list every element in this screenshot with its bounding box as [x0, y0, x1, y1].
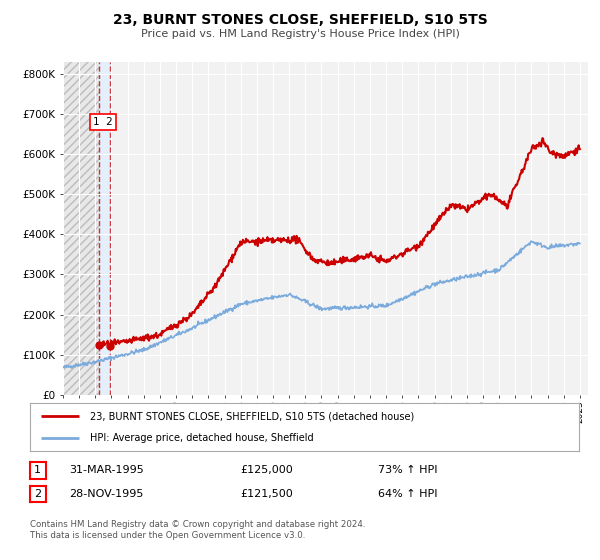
- Text: 1  2: 1 2: [93, 117, 113, 127]
- Text: This data is licensed under the Open Government Licence v3.0.: This data is licensed under the Open Gov…: [30, 531, 305, 540]
- Text: 64% ↑ HPI: 64% ↑ HPI: [378, 489, 437, 499]
- Text: £121,500: £121,500: [240, 489, 293, 499]
- Text: 23, BURNT STONES CLOSE, SHEFFIELD, S10 5TS: 23, BURNT STONES CLOSE, SHEFFIELD, S10 5…: [113, 13, 487, 27]
- Text: Contains HM Land Registry data © Crown copyright and database right 2024.: Contains HM Land Registry data © Crown c…: [30, 520, 365, 529]
- Text: 1: 1: [34, 465, 41, 475]
- Text: 23, BURNT STONES CLOSE, SHEFFIELD, S10 5TS (detached house): 23, BURNT STONES CLOSE, SHEFFIELD, S10 5…: [91, 412, 415, 422]
- Text: 73% ↑ HPI: 73% ↑ HPI: [378, 465, 437, 475]
- Bar: [63, 62, 100, 395]
- Text: HPI: Average price, detached house, Sheffield: HPI: Average price, detached house, Shef…: [91, 433, 314, 444]
- Bar: [100, 62, 110, 395]
- Text: Price paid vs. HM Land Registry's House Price Index (HPI): Price paid vs. HM Land Registry's House …: [140, 29, 460, 39]
- Text: 28-NOV-1995: 28-NOV-1995: [69, 489, 143, 499]
- Text: 2: 2: [34, 489, 41, 499]
- Text: £125,000: £125,000: [240, 465, 293, 475]
- Text: 31-MAR-1995: 31-MAR-1995: [69, 465, 144, 475]
